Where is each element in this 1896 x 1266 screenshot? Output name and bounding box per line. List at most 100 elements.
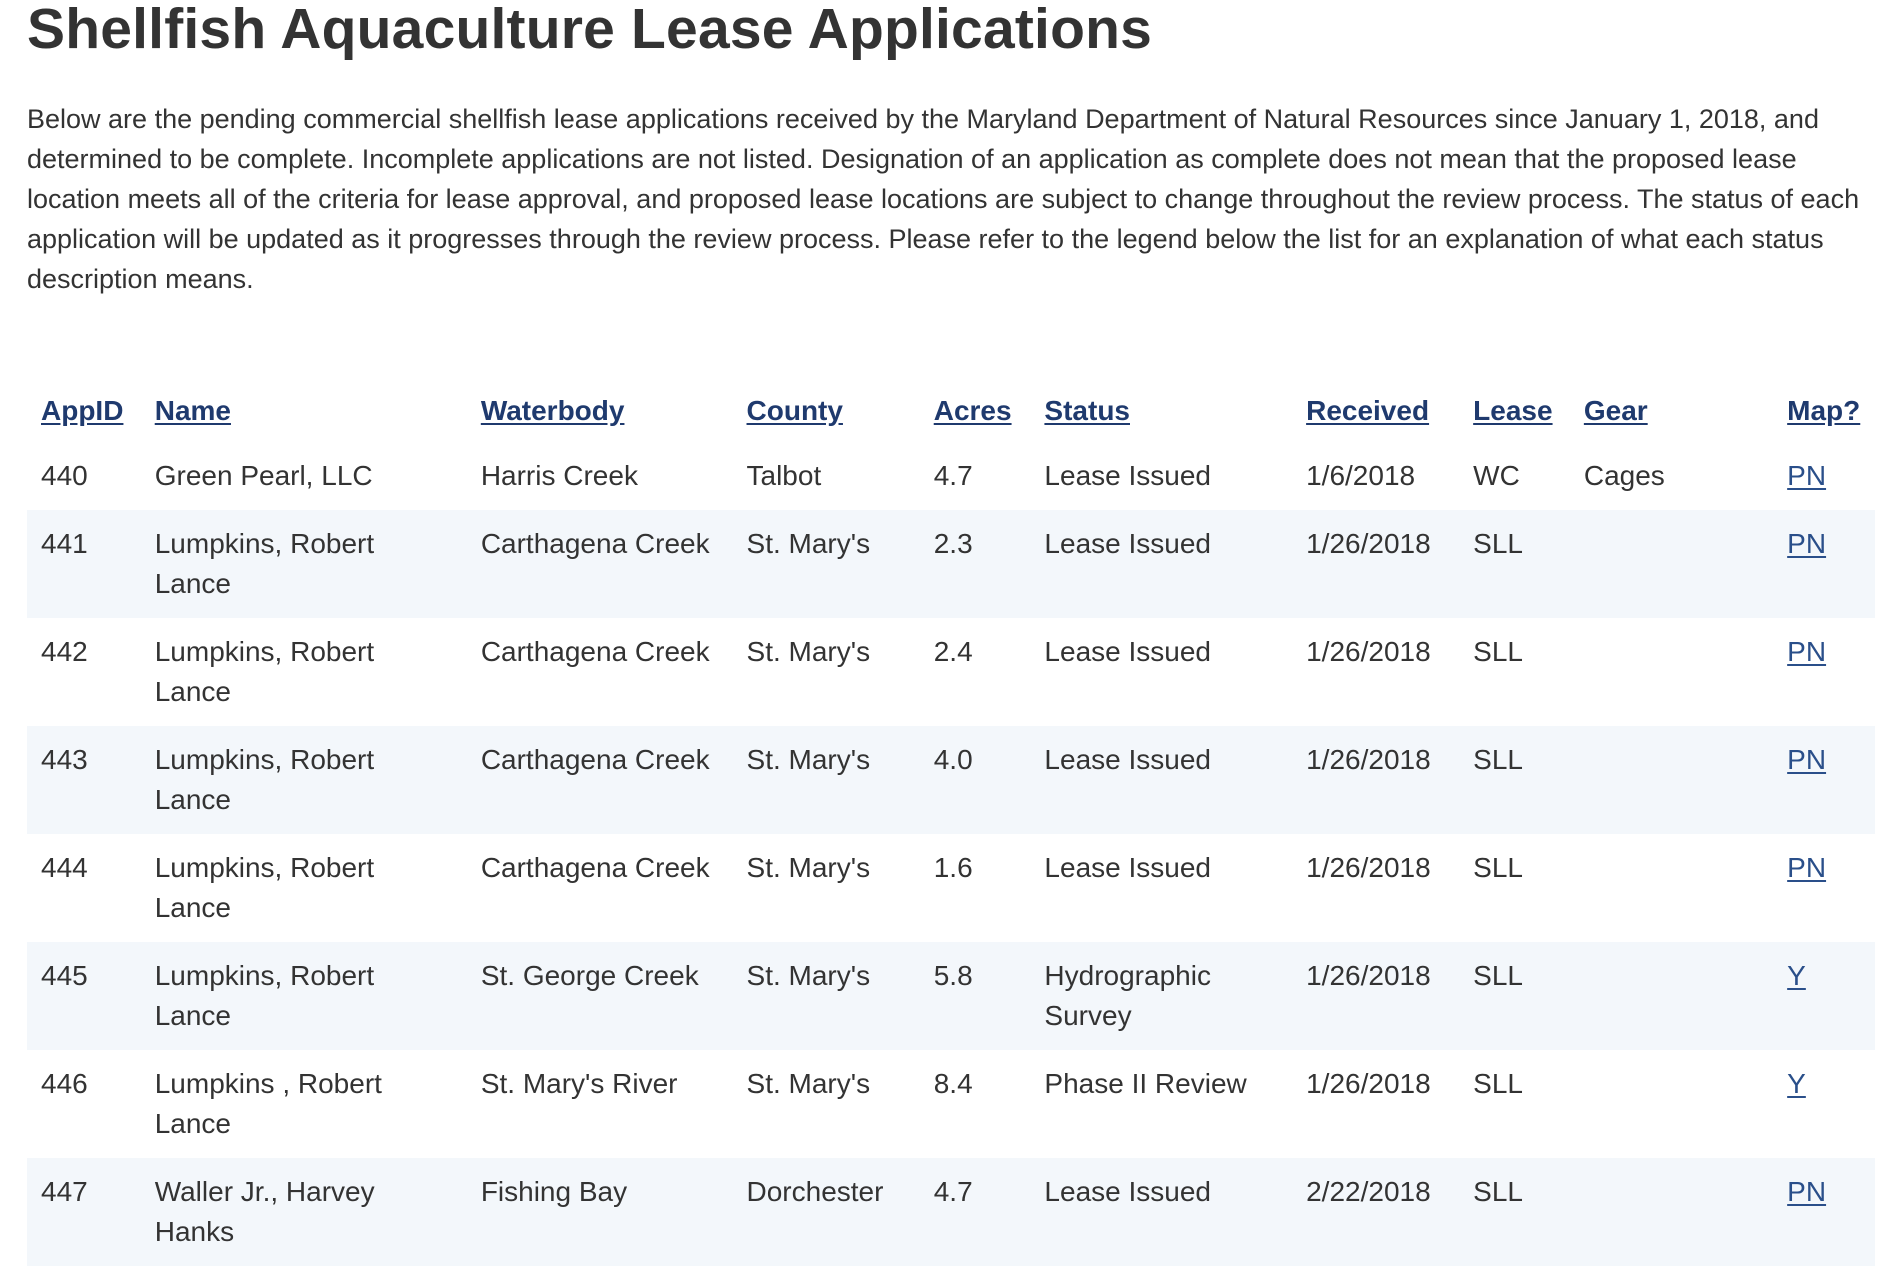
map-link[interactable]: Y — [1787, 960, 1806, 991]
map-link[interactable]: Y — [1787, 1068, 1806, 1099]
cell-status: Lease Issued — [1044, 852, 1211, 883]
cell-county: St. Mary's — [746, 1068, 871, 1099]
header-status: Status — [1030, 394, 1292, 442]
cell-acres: 4.0 — [933, 744, 973, 775]
cell-received: 2/22/2018 — [1306, 1176, 1431, 1207]
cell-lease: SLL — [1473, 1068, 1523, 1099]
cell-map: PN — [1773, 726, 1875, 834]
cell-name: Lumpkins, Robert Lance — [154, 852, 375, 923]
cell-gear — [1570, 942, 1773, 1050]
cell-appid: 445 — [41, 960, 88, 991]
cell-waterbody: Carthagena Creek — [480, 528, 710, 559]
table-row: 447 Waller Jr., Harvey Hanks Fishing Bay… — [27, 1158, 1875, 1266]
sort-county-link[interactable]: County — [746, 395, 843, 426]
cell-acres: 4.7 — [933, 1176, 973, 1207]
cell-name: Waller Jr., Harvey Hanks — [154, 1176, 375, 1247]
cell-lease: SLL — [1473, 1176, 1523, 1207]
page-title: Shellfish Aquaculture Lease Applications — [27, 0, 1153, 61]
header-gear: Gear — [1570, 394, 1773, 442]
cell-received: 1/6/2018 — [1306, 460, 1416, 491]
cell-waterbody: Fishing Bay — [480, 1176, 628, 1207]
cell-status: Hydrographic Survey — [1044, 960, 1211, 1031]
header-county: County — [733, 394, 920, 442]
cell-lease: SLL — [1473, 744, 1523, 775]
cell-gear — [1570, 726, 1773, 834]
map-link[interactable]: PN — [1787, 528, 1827, 559]
table-row: 442 Lumpkins, Robert Lance Carthagena Cr… — [27, 618, 1875, 726]
cell-appid: 442 — [41, 636, 88, 667]
table-row: 443 Lumpkins, Robert Lance Carthagena Cr… — [27, 726, 1875, 834]
sort-status-link[interactable]: Status — [1044, 395, 1130, 426]
table-row: 446 Lumpkins , Robert Lance St. Mary's R… — [27, 1050, 1875, 1158]
applications-table: AppID Name Waterbody County Acres Status… — [27, 394, 1875, 1266]
sort-acres-link[interactable]: Acres — [933, 395, 1012, 426]
cell-name: Green Pearl, LLC — [154, 460, 373, 491]
cell-received: 1/26/2018 — [1306, 960, 1431, 991]
cell-map: Y — [1773, 1050, 1875, 1158]
cell-lease: SLL — [1473, 528, 1523, 559]
cell-received: 1/26/2018 — [1306, 636, 1431, 667]
cell-name: Lumpkins , Robert Lance — [154, 1068, 382, 1139]
cell-map: Y — [1773, 942, 1875, 1050]
map-link[interactable]: PN — [1787, 744, 1827, 775]
cell-county: Dorchester — [746, 1176, 884, 1207]
cell-name: Lumpkins, Robert Lance — [154, 636, 375, 707]
cell-status: Lease Issued — [1044, 460, 1211, 491]
cell-received: 1/26/2018 — [1306, 744, 1431, 775]
table-row: 440 Green Pearl, LLC Harris Creek Talbot… — [27, 442, 1875, 510]
cell-name: Lumpkins, Robert Lance — [154, 528, 375, 599]
cell-appid: 444 — [41, 852, 88, 883]
map-link[interactable]: PN — [1787, 636, 1827, 667]
cell-appid: 446 — [41, 1068, 88, 1099]
sort-waterbody-link[interactable]: Waterbody — [480, 395, 625, 426]
header-appid: AppID — [27, 394, 141, 442]
map-link[interactable]: PN — [1787, 852, 1827, 883]
cell-map: PN — [1773, 442, 1875, 510]
cell-waterbody: Harris Creek — [480, 460, 638, 491]
sort-received-link[interactable]: Received — [1306, 395, 1430, 426]
cell-received: 1/26/2018 — [1306, 1068, 1431, 1099]
cell-waterbody: St. George Creek — [480, 960, 699, 991]
cell-lease: SLL — [1473, 852, 1523, 883]
header-lease: Lease — [1459, 394, 1570, 442]
sort-name-link[interactable]: Name — [154, 395, 231, 426]
cell-acres: 5.8 — [933, 960, 973, 991]
cell-map: PN — [1773, 834, 1875, 942]
cell-appid: 440 — [41, 460, 88, 491]
cell-acres: 8.4 — [933, 1068, 973, 1099]
cell-county: St. Mary's — [746, 744, 871, 775]
cell-waterbody: Carthagena Creek — [480, 636, 710, 667]
header-acres: Acres — [920, 394, 1031, 442]
cell-status: Phase II Review — [1044, 1068, 1247, 1099]
cell-status: Lease Issued — [1044, 636, 1211, 667]
header-name: Name — [141, 394, 467, 442]
cell-waterbody: St. Mary's River — [480, 1068, 678, 1099]
cell-status: Lease Issued — [1044, 528, 1211, 559]
sort-appid-link[interactable]: AppID — [41, 395, 124, 426]
cell-waterbody: Carthagena Creek — [480, 852, 710, 883]
cell-acres: 2.4 — [933, 636, 973, 667]
cell-county: St. Mary's — [746, 528, 871, 559]
cell-lease: SLL — [1473, 960, 1523, 991]
cell-lease: WC — [1473, 460, 1520, 491]
cell-name: Lumpkins, Robert Lance — [154, 960, 375, 1031]
map-link[interactable]: PN — [1787, 1176, 1827, 1207]
cell-county: Talbot — [746, 460, 822, 491]
cell-gear — [1570, 1050, 1773, 1158]
sort-map-link[interactable]: Map? — [1787, 395, 1861, 426]
cell-county: St. Mary's — [746, 852, 871, 883]
cell-gear — [1570, 510, 1773, 618]
cell-map: PN — [1773, 618, 1875, 726]
cell-acres: 4.7 — [933, 460, 973, 491]
cell-name: Lumpkins, Robert Lance — [154, 744, 375, 815]
sort-lease-link[interactable]: Lease — [1473, 395, 1553, 426]
intro-paragraph: Below are the pending commercial shellfi… — [27, 104, 1860, 294]
cell-county: St. Mary's — [746, 960, 871, 991]
map-link[interactable]: PN — [1787, 460, 1827, 491]
table-header-row: AppID Name Waterbody County Acres Status… — [27, 394, 1875, 442]
sort-gear-link[interactable]: Gear — [1583, 395, 1648, 426]
cell-lease: SLL — [1473, 636, 1523, 667]
cell-gear: Cages — [1583, 460, 1665, 491]
header-map: Map? — [1773, 394, 1875, 442]
